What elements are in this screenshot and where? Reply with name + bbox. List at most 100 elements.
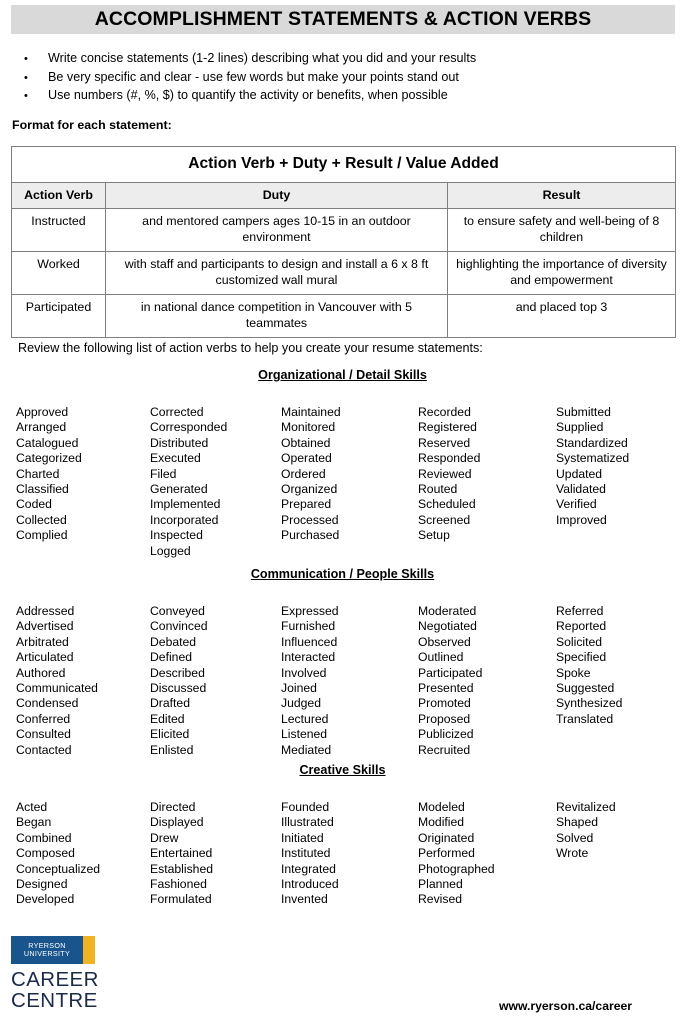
list-item: • Write concise statements (1-2 lines) d… — [24, 50, 664, 69]
logo-wordmark-career: CAREER — [11, 968, 99, 991]
verb-item: Edited — [150, 711, 185, 726]
verb-item: Initiated — [281, 830, 324, 845]
verb-item: Registered — [418, 420, 477, 435]
verb-item: Consulted — [16, 727, 71, 742]
ryerson-university-logo-icon: RYERSON UNIVERSITY — [11, 936, 95, 964]
verb-item: Articulated — [16, 650, 74, 665]
verb-item: Reserved — [418, 435, 471, 450]
verb-item: Catalogued — [16, 435, 79, 450]
verb-item: Updated — [556, 466, 603, 481]
cell-result: highlighting the importance of diversity… — [446, 251, 677, 295]
verb-item: Influenced — [281, 634, 338, 649]
verb-item: Began — [16, 815, 52, 830]
verb-item: Lectured — [281, 711, 329, 726]
verb-item: Publicized — [418, 727, 474, 742]
verb-item: Operated — [281, 451, 332, 466]
verb-item: Filed — [150, 466, 177, 481]
verb-item: Coded — [16, 497, 52, 512]
list-item-text: Use numbers (#, %, $) to quantify the ac… — [48, 88, 448, 103]
verb-item: Routed — [418, 482, 458, 497]
verb-item: Conveyed — [150, 604, 205, 618]
verb-section-organizational: Organizational / Detail Skills Approved A… — [0, 368, 685, 558]
verb-item: Instituted — [281, 846, 331, 861]
verb-column: Acted Began Combined Composed Conceptualized… — [16, 800, 100, 908]
verb-item: Joined — [281, 681, 317, 696]
verb-item: Composed — [16, 846, 75, 861]
verb-item: Observed — [418, 634, 471, 649]
list-item: • Use numbers (#, %, $) to quantify the … — [24, 87, 664, 106]
footer-url: www.ryerson.ca/career — [499, 999, 633, 1013]
verb-item: Modeled — [418, 800, 465, 814]
logo-wordmark-centre: CENTRE — [11, 989, 98, 1012]
review-instruction: Review the following list of action verb… — [18, 341, 483, 355]
verb-item: Authored — [16, 665, 66, 680]
verb-item: Corresponded — [150, 420, 228, 435]
verb-item: Mediated — [281, 742, 332, 757]
verb-item: Classified — [16, 482, 69, 497]
list-item-text: Write concise statements (1-2 lines) des… — [48, 51, 477, 65]
table-row: Instructed and mentored campers ages 10-… — [11, 208, 677, 252]
verb-item: Drafted — [150, 696, 190, 711]
verb-item: Addressed — [16, 604, 75, 618]
verb-item: Responded — [418, 451, 481, 466]
cell-duty: with staff and participants to design an… — [105, 251, 448, 295]
verb-item: Negotiated — [418, 619, 477, 634]
verb-item: Setup — [418, 528, 450, 543]
verb-item: Acted — [16, 800, 48, 814]
verb-column: Addressed Advertised Arbitrated Articulated… — [16, 604, 98, 758]
verb-item: Invented — [281, 892, 328, 907]
verb-item: Planned — [418, 877, 463, 892]
verb-item: Scheduled — [418, 497, 476, 512]
verb-item: Contacted — [16, 742, 72, 757]
logo-blue-block: RYERSON UNIVERSITY — [11, 936, 83, 964]
verb-item: Wrote — [556, 846, 589, 861]
verb-item: Arbitrated — [16, 634, 69, 649]
verb-item: Described — [150, 665, 205, 680]
verb-item: Maintained — [281, 405, 341, 419]
verb-item: Formulated — [150, 892, 212, 907]
verb-item: Outlined — [418, 650, 464, 665]
verb-item: Approved — [16, 405, 69, 419]
verb-item: Shaped — [556, 815, 599, 830]
table-header-row: Action Verb Duty Result — [11, 181, 677, 209]
verb-item: Judged — [281, 696, 321, 711]
verb-item: Listened — [281, 727, 328, 742]
verb-item: Recruited — [418, 742, 471, 757]
verb-item: Screened — [418, 512, 471, 527]
list-item-text: Be very specific and clear - use few wor… — [48, 69, 459, 84]
verb-item: Submitted — [556, 405, 611, 419]
table-row: Worked with staff and participants to de… — [11, 251, 677, 295]
verb-column: Submitted Supplied Standardized Systematize… — [556, 405, 629, 528]
verb-column: Corrected Corresponded Distributed Executed… — [150, 405, 227, 559]
verb-item: Distributed — [150, 435, 209, 450]
verb-column: Founded Illustrated Initiated Instituted Int… — [281, 800, 339, 908]
verb-item: Supplied — [556, 420, 604, 435]
verb-item: Prepared — [281, 497, 332, 512]
verb-item: Elicited — [150, 727, 190, 742]
verb-item: Standardized — [556, 435, 628, 450]
verb-item: Obtained — [281, 435, 331, 450]
verb-item: Verified — [556, 497, 597, 512]
section-heading: Organizational / Detail Skills — [258, 368, 427, 382]
career-centre-logo: RYERSON UNIVERSITY CAREER CENTRE — [11, 936, 131, 1011]
verb-item: Revised — [418, 892, 463, 907]
verb-item: Modified — [418, 815, 465, 830]
section-heading: Communication / People Skills — [250, 567, 435, 581]
table-row: Participated in national dance competiti… — [11, 294, 677, 338]
bullet-icon: • — [24, 53, 28, 65]
cell-action-verb: Worked — [11, 251, 106, 295]
format-table: Action Verb + Duty + Result / Value Adde… — [10, 146, 677, 338]
verb-item: Suggested — [556, 681, 615, 696]
verb-item: Recorded — [418, 405, 471, 419]
verb-item: Proposed — [418, 711, 471, 726]
verb-item: Charted — [16, 466, 60, 481]
verb-item: Debated — [150, 634, 197, 649]
verb-column: Approved Arranged Catalogued Categorized Cha… — [16, 405, 82, 544]
verb-item: Revitalized — [556, 800, 616, 814]
verb-item: Drew — [150, 830, 179, 845]
column-header-action-verb: Action Verb — [11, 181, 106, 209]
verb-item: Specified — [556, 650, 607, 665]
column-header-duty: Duty — [105, 181, 448, 209]
verb-column: Conveyed Convinced Debated Defined Described… — [150, 604, 208, 758]
